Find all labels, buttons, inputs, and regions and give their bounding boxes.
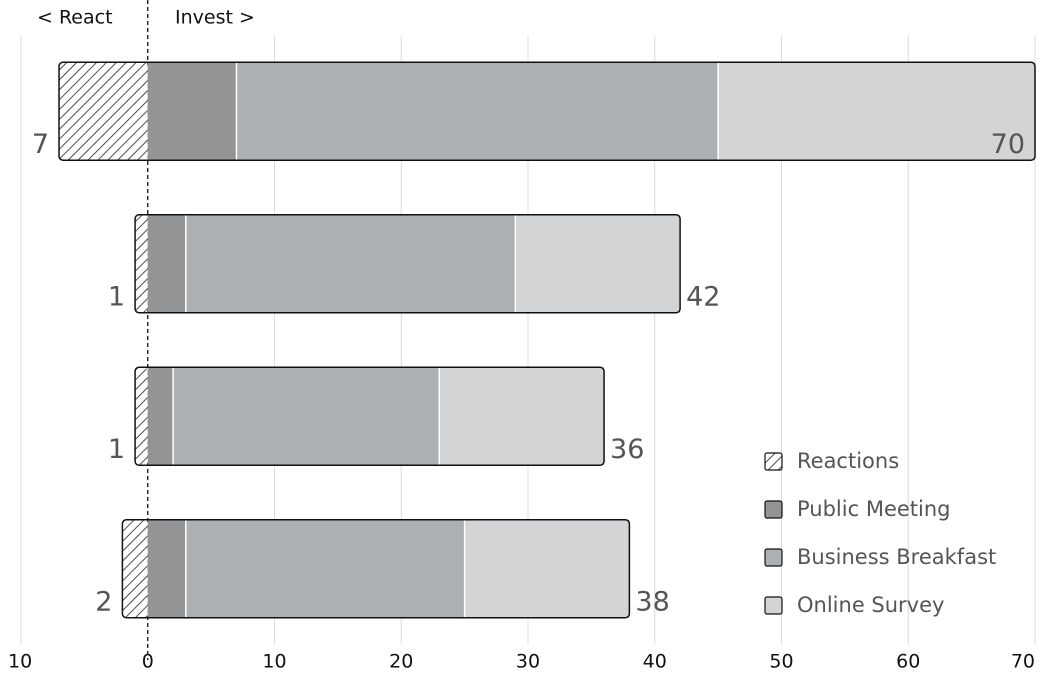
segment <box>464 519 630 618</box>
segment <box>185 519 465 618</box>
legend-swatch <box>764 596 783 615</box>
x-tick-label: 0 <box>142 651 154 673</box>
total-label: 70 <box>991 129 1025 160</box>
x-tick-label: 50 <box>769 651 793 673</box>
legend-label: Public Meeting <box>797 497 951 521</box>
total-label: 38 <box>635 586 669 617</box>
segment <box>185 214 516 313</box>
value-label: 2 <box>95 586 112 617</box>
legend-label: Business Breakfast <box>797 545 996 569</box>
legend-label: Reactions <box>797 449 899 473</box>
total-label: 36 <box>610 434 644 465</box>
value-label: 1 <box>108 434 125 465</box>
x-tick-label: 70 <box>1011 651 1035 673</box>
reaction-segment <box>135 367 148 466</box>
bar-outline <box>121 519 631 619</box>
legend-label: Online Survey <box>797 593 944 617</box>
reaction-segment <box>59 62 148 161</box>
segment <box>147 367 174 466</box>
segment <box>147 214 186 313</box>
annotation: Invest > <box>175 7 255 29</box>
x-tick-label: 20 <box>389 651 413 673</box>
reaction-segment <box>122 519 148 618</box>
segment <box>173 367 440 466</box>
bar-outline <box>58 61 1036 161</box>
value-label: 7 <box>32 129 49 160</box>
legend-swatch <box>764 500 783 519</box>
segment <box>515 214 681 313</box>
reaction-segment <box>135 214 148 313</box>
segment <box>439 367 605 466</box>
total-label: 42 <box>686 281 720 312</box>
legend-swatch <box>764 452 783 471</box>
segment <box>718 62 1035 161</box>
x-tick-label: 30 <box>516 651 540 673</box>
value-label: 1 <box>108 281 125 312</box>
segment <box>147 62 237 161</box>
x-tick-label: 10 <box>8 651 32 673</box>
annotation: < React <box>37 7 113 29</box>
bar-outline <box>134 214 681 314</box>
segment <box>147 519 186 618</box>
segment <box>236 62 719 161</box>
bar-outline <box>134 366 605 466</box>
x-tick-label: 60 <box>896 651 920 673</box>
x-tick-label: 40 <box>643 651 667 673</box>
x-tick-label: 10 <box>262 651 286 673</box>
legend-swatch <box>764 548 783 567</box>
